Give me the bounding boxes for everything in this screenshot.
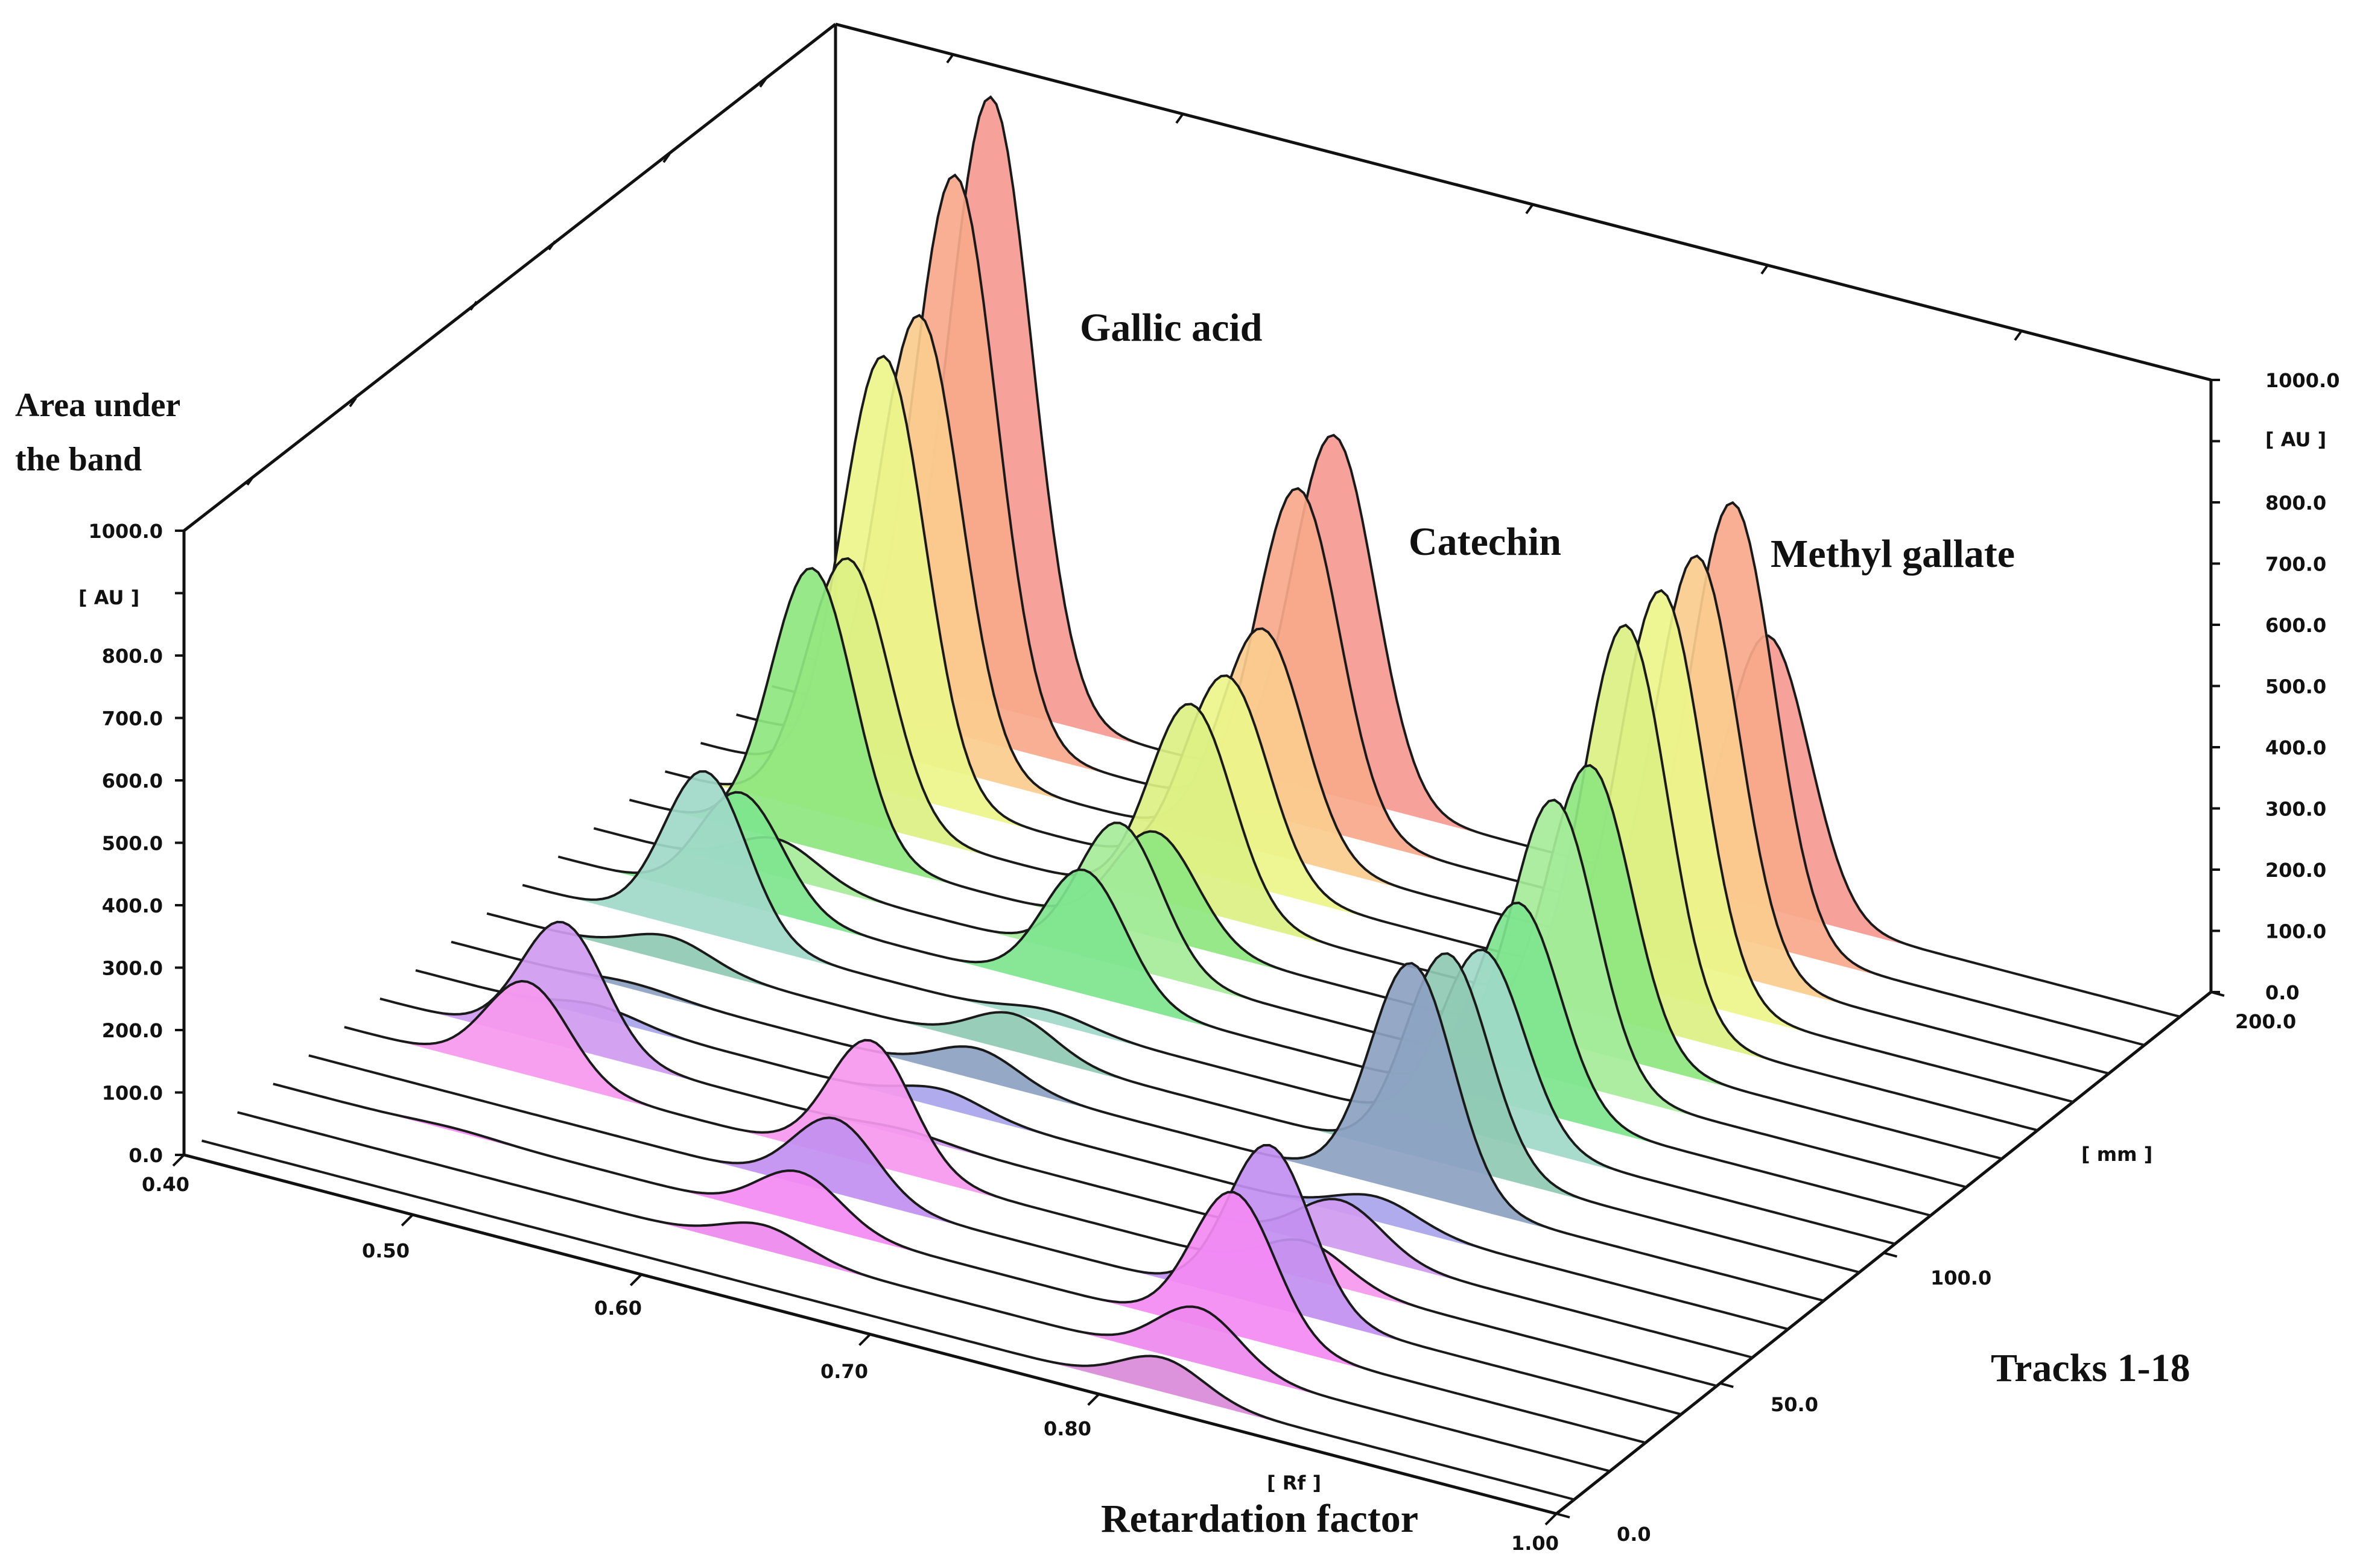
x-tick-label: 0.80 bbox=[1044, 1417, 1091, 1440]
track-line bbox=[308, 1054, 1682, 1416]
wall-tick bbox=[2014, 330, 2022, 341]
track-line bbox=[451, 940, 1824, 1302]
track-line bbox=[593, 798, 1967, 1189]
x-tick-label: 1.00 bbox=[1511, 1532, 1559, 1555]
z-axis-right: 0.0 100.0 200.0 300.0 400.0 500.0 600.0 700.0 80… bbox=[2211, 369, 2339, 1004]
z-tick-label-right: 0.0 bbox=[2265, 981, 2300, 1004]
x-tick bbox=[1087, 1393, 1100, 1406]
z-tick-label-right: 600.0 bbox=[2265, 614, 2326, 637]
y-tick bbox=[1556, 1513, 1570, 1519]
track-area bbox=[558, 792, 1931, 1216]
track-line bbox=[664, 557, 2038, 1132]
z-tick-label-right: 1000.0 bbox=[2265, 369, 2339, 392]
track-line bbox=[201, 1139, 1575, 1501]
peak-label-gallic-acid: Gallic acid bbox=[1080, 306, 1262, 350]
y-tick bbox=[1883, 1251, 1898, 1258]
wall-tick bbox=[1525, 204, 1534, 215]
y-tick bbox=[2210, 991, 2225, 997]
track-line bbox=[736, 314, 2110, 1075]
track-line bbox=[807, 95, 2181, 1018]
wall-tick bbox=[946, 53, 954, 64]
track-area bbox=[344, 981, 1717, 1386]
track-line bbox=[379, 920, 1753, 1359]
z-tick-label-left: 300.0 bbox=[102, 957, 163, 980]
z-axis-unit-left: [ AU ] bbox=[78, 586, 139, 609]
peak-label-methyl-gallate: Methyl gallate bbox=[1771, 532, 2015, 576]
y-tick-label: 200.0 bbox=[2235, 1010, 2296, 1033]
track-line bbox=[273, 1083, 1646, 1444]
wall-tick bbox=[662, 153, 671, 163]
track-line bbox=[557, 791, 1931, 1217]
z-tick-label-left: 600.0 bbox=[102, 770, 163, 792]
z-tick-label-left: 800.0 bbox=[102, 645, 163, 668]
y-axis-title: Tracks 1-18 bbox=[1991, 1346, 2190, 1390]
z-tick-label-left: 100.0 bbox=[102, 1082, 163, 1105]
z-tick-label-right: 300.0 bbox=[2265, 798, 2326, 821]
track-area bbox=[629, 568, 2002, 1159]
x-tick bbox=[401, 1213, 414, 1227]
wall-tick bbox=[548, 240, 556, 251]
wall-tick bbox=[1760, 264, 1769, 275]
z-tick-label-right: 400.0 bbox=[2265, 736, 2326, 759]
z-tick-label-left: 400.0 bbox=[102, 894, 163, 917]
track-line bbox=[629, 567, 2002, 1160]
z-tick-label-left: 1000.0 bbox=[89, 520, 163, 543]
x-tick-label: 0.60 bbox=[594, 1297, 642, 1320]
z-tick-label-left: 200.0 bbox=[102, 1019, 163, 1042]
track-area bbox=[594, 800, 1967, 1187]
x-tick bbox=[172, 1154, 185, 1167]
track-line bbox=[700, 355, 2073, 1104]
z-tick-label-left: 0.0 bbox=[128, 1144, 163, 1167]
z-tick-label-right: 800.0 bbox=[2265, 492, 2326, 514]
wall-tick bbox=[469, 300, 478, 311]
track-line bbox=[415, 969, 1789, 1330]
x-tick bbox=[858, 1333, 871, 1346]
z-axis-title-line-1: Area under bbox=[15, 387, 180, 424]
y-axis: 0.0 50.0 100.0 200.0 bbox=[1555, 991, 2296, 1546]
z-tick-label-right: 500.0 bbox=[2265, 675, 2326, 698]
y-axis-unit: [ mm ] bbox=[2081, 1143, 2152, 1166]
wall-tick bbox=[246, 475, 255, 486]
y-tick-label: 100.0 bbox=[1930, 1266, 1991, 1289]
track-traces bbox=[201, 95, 2181, 1501]
track-line bbox=[486, 912, 1860, 1274]
track-line bbox=[344, 979, 1718, 1388]
track-line bbox=[772, 173, 2145, 1046]
z-axis-left: 0.0 100.0 200.0 300.0 400.0 500.0 600.0 700.0 80… bbox=[89, 53, 2022, 1167]
track-area bbox=[416, 970, 1788, 1329]
track-line bbox=[522, 770, 1895, 1245]
x-axis-unit: [ Rf ] bbox=[1267, 1472, 1321, 1494]
x-tick-label: 0.40 bbox=[142, 1173, 189, 1196]
y-tick bbox=[1719, 1382, 1734, 1388]
track-area bbox=[665, 558, 2038, 1131]
wall-tick bbox=[1175, 113, 1184, 124]
wall-tick bbox=[349, 397, 357, 408]
wall-tick bbox=[759, 77, 767, 88]
z-axis-title: Area under the band bbox=[15, 387, 180, 478]
track-area bbox=[522, 771, 1895, 1244]
z-tick-label-left: 700.0 bbox=[102, 707, 163, 730]
y-tick-label: 0.0 bbox=[1617, 1523, 1651, 1546]
x-axis-title: Retardation factor bbox=[1101, 1497, 1418, 1541]
z-tick-label-right: 100.0 bbox=[2265, 920, 2326, 943]
z-axis-unit-right: [ AU ] bbox=[2265, 428, 2326, 451]
x-tick-label: 0.50 bbox=[362, 1239, 410, 1262]
x-tick bbox=[629, 1273, 642, 1286]
y-tick-label: 50.0 bbox=[1771, 1393, 1818, 1416]
z-tick-label-left: 500.0 bbox=[102, 832, 163, 855]
z-tick-label-right: 700.0 bbox=[2265, 553, 2326, 576]
x-tick-label: 0.70 bbox=[820, 1360, 868, 1383]
z-tick-label-right: 200.0 bbox=[2265, 859, 2326, 882]
peak-label-catechin: Catechin bbox=[1409, 520, 1561, 564]
x-axis: 0.40 0.50 0.60 0.70 0.80 1.00 bbox=[142, 1153, 1559, 1555]
z-axis-title-line-2: the band bbox=[15, 441, 142, 478]
x-tick bbox=[1544, 1513, 1558, 1526]
track-line bbox=[237, 1111, 1611, 1473]
